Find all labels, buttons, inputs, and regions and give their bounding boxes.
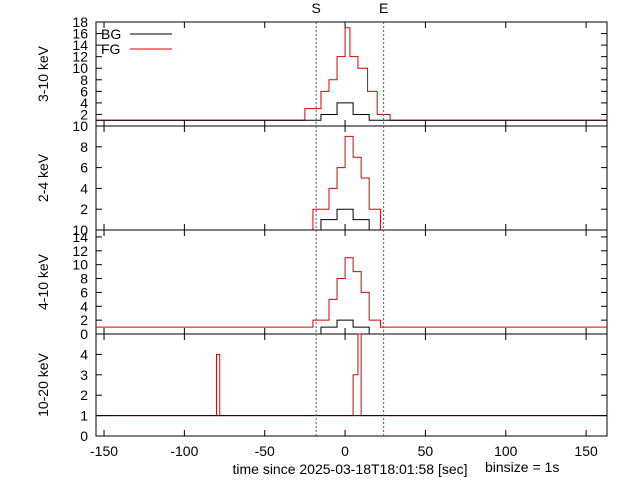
series-bg-line bbox=[96, 102, 607, 121]
y-tick-label: 18 bbox=[72, 14, 88, 30]
y-tick-label: 1 bbox=[80, 408, 88, 424]
series-fg-line bbox=[96, 257, 607, 328]
panel-1: 10 2 4 6 8 2-4 keV bbox=[35, 125, 608, 238]
series-bg-line bbox=[96, 319, 607, 335]
y-tick-label: 2 bbox=[80, 201, 88, 217]
y-tick-label: 3 bbox=[80, 367, 88, 383]
marker-label-e: E bbox=[379, 0, 388, 16]
legend-label-bg: BG bbox=[101, 26, 121, 42]
y-tick-label: 0 bbox=[80, 428, 88, 444]
x-tick-label: 50 bbox=[418, 443, 434, 459]
series-bg-line bbox=[96, 208, 607, 231]
binsize-label: binsize = 1s bbox=[485, 459, 559, 475]
y-tick-label: 10 bbox=[72, 118, 88, 134]
y-tick-label: 10 bbox=[72, 60, 88, 76]
panel-frame bbox=[95, 229, 608, 335]
panel-frame bbox=[95, 125, 608, 231]
y-axis-label: 3-10 keV bbox=[35, 45, 51, 102]
y-tick-label: 2 bbox=[80, 312, 88, 328]
y-axis-label: 4-10 keV bbox=[35, 253, 51, 310]
y-tick-label: 6 bbox=[80, 83, 88, 99]
y-tick-label: 8 bbox=[80, 271, 88, 287]
y-tick-label: 4 bbox=[80, 95, 88, 111]
y-tick-label: 10 bbox=[72, 222, 88, 238]
x-axis: -150 -100 -50 0 50 100 150 bbox=[90, 443, 598, 459]
x-tick-label: 100 bbox=[494, 443, 518, 459]
y-tick-label: 8 bbox=[80, 72, 88, 88]
series-fg-line bbox=[96, 333, 607, 417]
x-tick-label: 0 bbox=[341, 443, 349, 459]
marker-label-s: S bbox=[311, 0, 320, 16]
x-tick-label: -100 bbox=[170, 443, 198, 459]
y-tick-label: 4 bbox=[80, 180, 88, 196]
y-tick-label: 0 bbox=[80, 326, 88, 342]
y-tick-label: 14 bbox=[72, 37, 88, 53]
y-tick-label: 4 bbox=[80, 346, 88, 362]
y-axis-label: 10-20 keV bbox=[35, 352, 51, 416]
panel-frame bbox=[95, 21, 608, 127]
y-tick-label: 2 bbox=[80, 106, 88, 122]
x-tick-label: 150 bbox=[574, 443, 598, 459]
y-tick-label: 12 bbox=[72, 49, 88, 65]
legend-label-fg: FG bbox=[101, 41, 120, 57]
y-tick-label: 6 bbox=[80, 284, 88, 300]
y-tick-label: 16 bbox=[72, 26, 88, 42]
x-tick-label: -150 bbox=[90, 443, 118, 459]
series-fg-line bbox=[96, 135, 607, 231]
y-axis-label: 2-4 keV bbox=[35, 153, 51, 202]
y-tick-label: 10 bbox=[72, 257, 88, 273]
y-tick-label: 14 bbox=[72, 229, 88, 245]
y-tick-label: 8 bbox=[80, 139, 88, 155]
x-axis-label: time since 2025-03-18T18:01:58 [sec] bbox=[232, 461, 467, 477]
y-tick-label: 12 bbox=[72, 243, 88, 259]
y-tick-label: 4 bbox=[80, 298, 88, 314]
panel-frame bbox=[95, 333, 608, 437]
x-tick-label: -50 bbox=[255, 443, 275, 459]
y-tick-label: 2 bbox=[80, 387, 88, 403]
series-fg-line bbox=[96, 27, 607, 121]
y-tick-label: 6 bbox=[80, 160, 88, 176]
panel-3: 0 1 2 3 4 10-20 keV bbox=[35, 333, 608, 444]
